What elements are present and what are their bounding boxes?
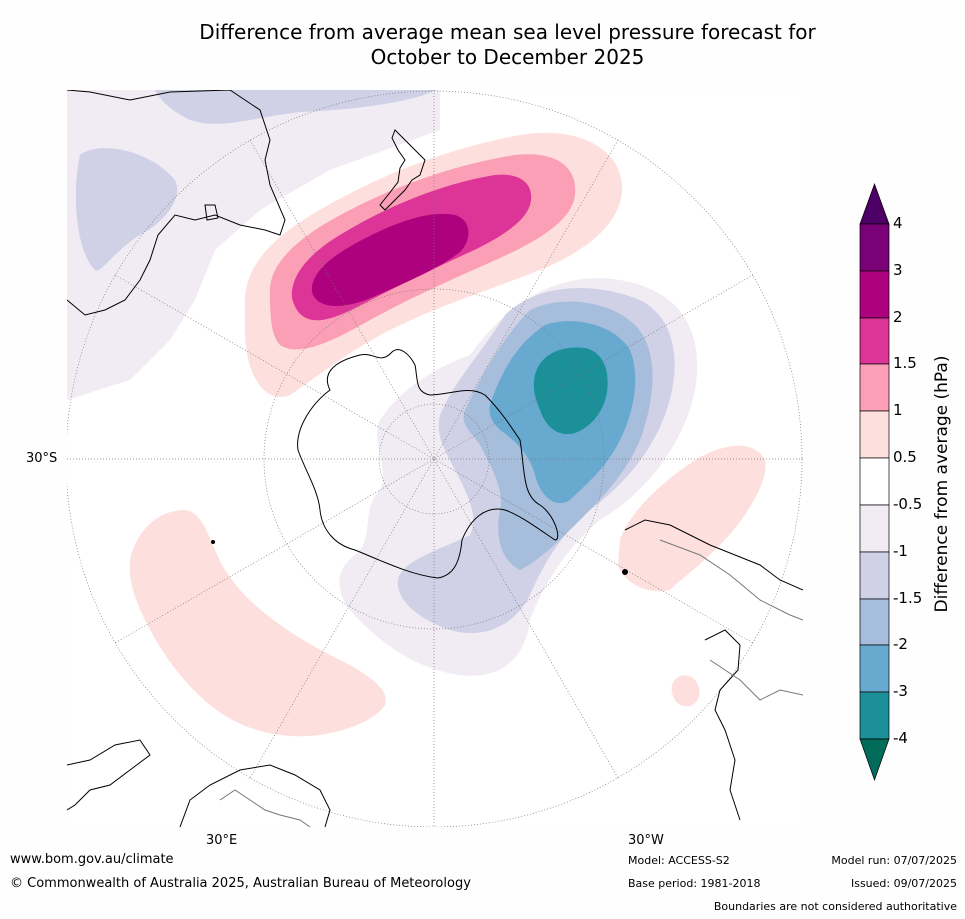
anomaly-positive-south-atlantic [618,445,766,592]
colorbar-tick-1: 1 [893,401,903,419]
island-dot [622,569,628,575]
latitude-label-30s: 30°S [26,451,58,466]
anomaly-positive-south-america [671,675,700,707]
title-line-1: Difference from average mean sea level p… [199,20,816,44]
colorbar-bin-m1-5-to-m1 [859,551,890,600]
anomaly-negative-top-left-inner [75,148,178,271]
longitude-label-30w: 30°W [628,833,664,848]
model-name: Model: ACCESS-S2 [628,854,730,867]
colorbar-tick-3: 3 [893,261,903,279]
colorbar-tick-m1: -1 [893,542,908,560]
colorbar-bin-m3-to-m2 [859,644,890,693]
copyright: © Commonwealth of Australia 2025, Austra… [10,876,471,891]
map-panel [67,90,803,827]
tasmania-coastline [204,204,219,221]
colorbar-title: Difference from average (hPa) [932,355,952,613]
colorbar-tick-m0-5: -0.5 [893,495,923,513]
colorbar-bin-m2-to-m1-5 [859,598,890,646]
issued-date: Issued: 09/07/2025 [850,877,957,890]
colorbar-tick-4: 4 [893,214,903,232]
colorbar-tick-m3: -3 [893,682,908,700]
colorbar-tick-m1-5: -1.5 [893,589,923,607]
antarctica-coastline [297,349,559,579]
south-america-interior-coastline [659,539,803,621]
anomaly-negative-3 [533,347,608,435]
colorbar-bin-m4-to-m3 [859,691,890,740]
anomaly-positive-indian-ocean [129,510,386,737]
africa-borders [219,789,311,827]
colorbar-bin-1-5-to-2 [859,317,890,365]
sa-country-borders [709,659,803,701]
colorbar-bin-1-to-1-5 [859,363,890,412]
bom-url: www.bom.gov.au/climate [10,852,174,867]
anomaly-positive-2 [311,213,469,306]
colorbar-bin-neutral [859,457,890,506]
anomaly-negative-top-strip [155,90,435,124]
colorbar-tick-0-5: 0.5 [893,448,917,466]
colorbar-tick-2: 2 [893,308,903,326]
island-dot [211,540,215,544]
colorbar-extend-bottom [859,738,890,782]
base-period: Base period: 1981-2018 [628,877,761,890]
colorbar-bin-3-to-4 [859,223,890,272]
colorbar-extend-top [859,182,890,225]
graticule [67,90,803,827]
colorbar [859,182,890,782]
boundaries-disclaimer: Boundaries are not considered authoritat… [713,900,957,913]
colorbar-tick-m2: -2 [893,635,908,653]
colorbar-bin-2-to-3 [859,270,890,319]
map-title: Difference from average mean sea level p… [100,20,915,70]
south-america-coastline [624,519,803,591]
longitude-label-30e: 30°E [206,833,238,848]
africa-coastline [67,739,151,811]
new-zealand-coastline [379,129,426,211]
title-line-2: October to December 2025 [370,45,645,69]
colorbar-tick-1-5: 1.5 [893,354,917,372]
falkland-coastline [704,629,741,821]
colorbar-bin-0-5-to-1 [859,410,890,459]
colorbar-tick-m4: -4 [893,729,908,747]
model-run-date: Model run: 07/07/2025 [831,854,957,867]
australia-coastline [67,90,286,316]
africa-east-coastline [179,764,331,827]
colorbar-bin-m1-to-m0-5 [859,504,890,553]
